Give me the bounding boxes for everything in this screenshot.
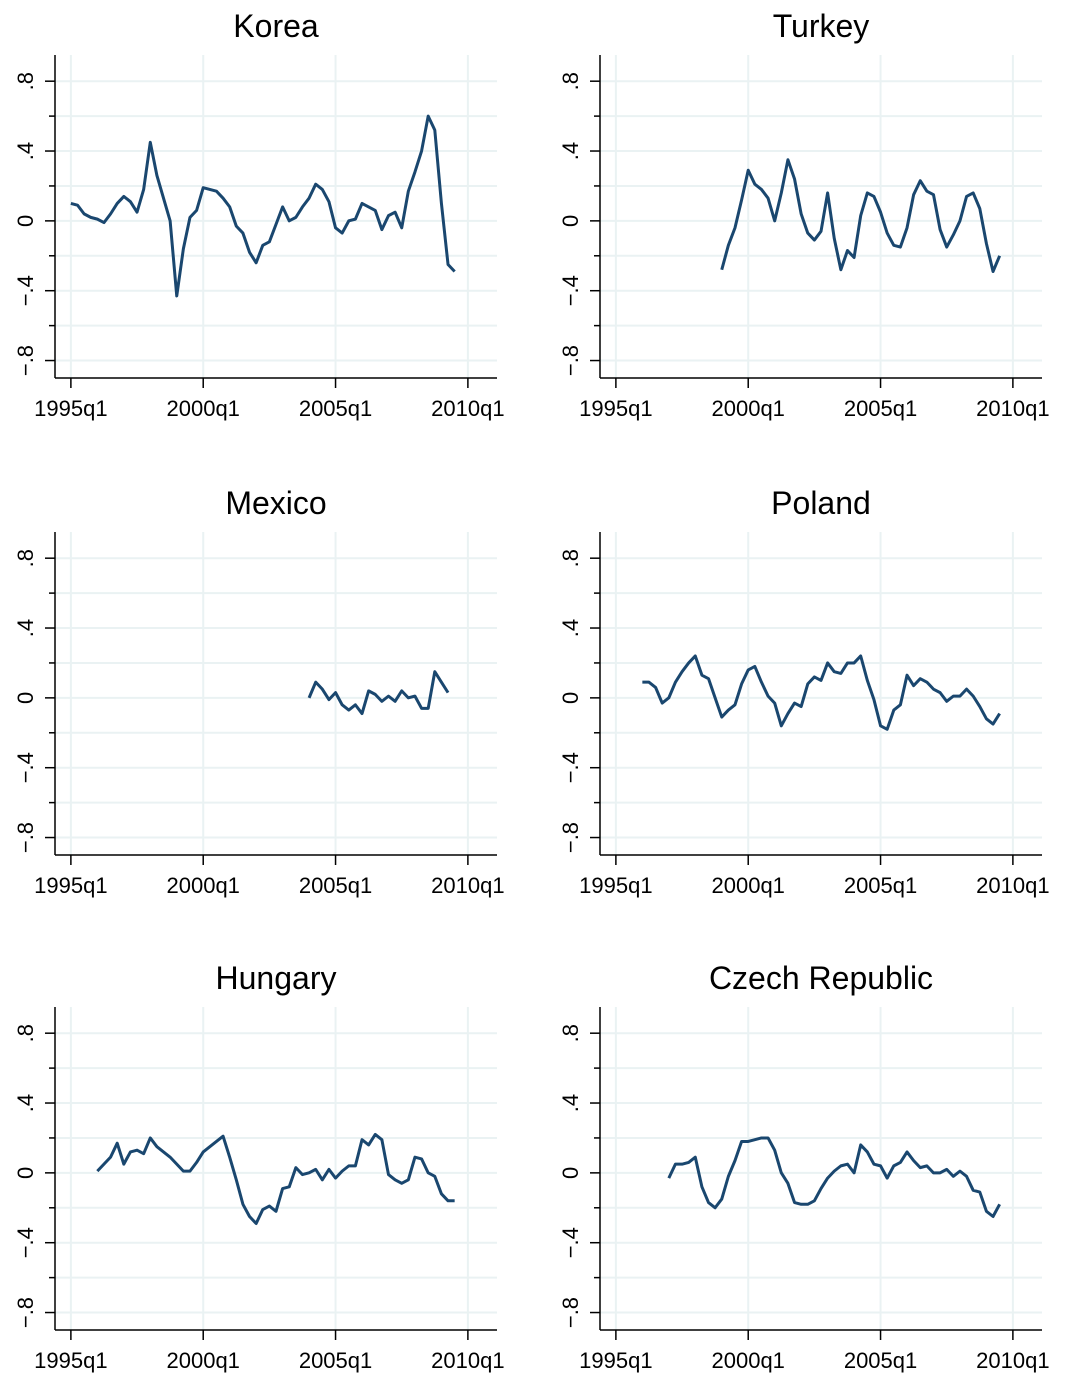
- panel-title: Korea: [233, 8, 319, 44]
- x-tick-label: 2000q1: [712, 396, 785, 421]
- x-tick-label: 1995q1: [34, 873, 107, 898]
- y-tick-label: .8: [558, 72, 583, 90]
- y-tick-label: .8: [13, 72, 38, 90]
- x-tick-label: 2010q1: [431, 396, 504, 421]
- panel-title: Turkey: [773, 8, 870, 44]
- y-tick-label: −.8: [13, 345, 38, 376]
- x-tick-label: 2005q1: [299, 873, 372, 898]
- panel-title: Poland: [771, 485, 871, 521]
- y-tick-label: 0: [558, 215, 583, 227]
- x-tick-label: 1995q1: [579, 1348, 652, 1373]
- y-tick-label: .8: [558, 1024, 583, 1042]
- x-tick-label: 2010q1: [976, 396, 1049, 421]
- x-tick-label: 1995q1: [34, 396, 107, 421]
- data-line: [642, 654, 1001, 731]
- x-tick-label: 2010q1: [431, 1348, 504, 1373]
- x-tick-label: 1995q1: [579, 396, 652, 421]
- data-line: [70, 114, 456, 298]
- y-tick-label: .4: [13, 1094, 38, 1112]
- panel-title: Hungary: [216, 960, 337, 996]
- y-tick-label: .4: [558, 142, 583, 160]
- y-tick-label: −.4: [558, 752, 583, 783]
- x-tick-label: 2010q1: [976, 873, 1049, 898]
- y-tick-label: 0: [558, 1167, 583, 1179]
- y-tick-label: −.4: [13, 1227, 38, 1258]
- panel-title: Czech Republic: [709, 960, 933, 996]
- y-tick-label: .4: [13, 142, 38, 160]
- panel-title: Mexico: [225, 485, 326, 521]
- y-tick-label: .4: [558, 619, 583, 637]
- y-tick-label: −.4: [558, 1227, 583, 1258]
- x-tick-label: 1995q1: [579, 873, 652, 898]
- y-tick-label: .4: [13, 619, 38, 637]
- y-tick-label: 0: [558, 692, 583, 704]
- data-line: [307, 670, 450, 716]
- y-tick-label: .4: [558, 1094, 583, 1112]
- data-line: [720, 158, 1002, 273]
- y-tick-label: .8: [558, 549, 583, 567]
- y-tick-label: −.8: [558, 822, 583, 853]
- x-tick-label: 2000q1: [712, 1348, 785, 1373]
- data-line: [96, 1132, 455, 1225]
- x-tick-label: 2010q1: [976, 1348, 1049, 1373]
- y-tick-label: 0: [13, 215, 38, 227]
- y-tick-label: −.8: [13, 822, 38, 853]
- x-tick-label: 2005q1: [299, 396, 372, 421]
- x-tick-label: 2000q1: [167, 1348, 240, 1373]
- y-tick-label: −.4: [13, 752, 38, 783]
- y-tick-label: .8: [13, 549, 38, 567]
- x-tick-label: 2005q1: [844, 873, 917, 898]
- y-tick-label: −.4: [13, 275, 38, 306]
- x-tick-label: 2005q1: [299, 1348, 372, 1373]
- x-tick-label: 2000q1: [167, 873, 240, 898]
- y-tick-label: −.8: [558, 345, 583, 376]
- x-tick-label: 2000q1: [712, 873, 785, 898]
- x-tick-label: 2005q1: [844, 1348, 917, 1373]
- y-tick-label: 0: [13, 692, 38, 704]
- y-tick-label: −.4: [558, 275, 583, 306]
- x-tick-label: 2005q1: [844, 396, 917, 421]
- data-line: [667, 1136, 1001, 1219]
- y-tick-label: .8: [13, 1024, 38, 1042]
- x-tick-label: 2000q1: [167, 396, 240, 421]
- y-tick-label: −.8: [13, 1297, 38, 1328]
- x-tick-label: 1995q1: [34, 1348, 107, 1373]
- x-tick-label: 2010q1: [431, 873, 504, 898]
- y-tick-label: −.8: [558, 1297, 583, 1328]
- y-tick-label: 0: [13, 1167, 38, 1179]
